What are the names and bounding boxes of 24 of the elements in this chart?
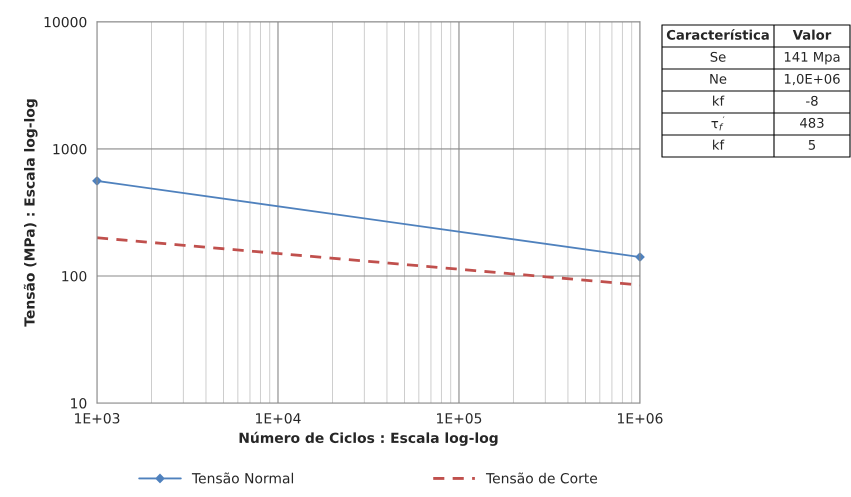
text: 141 Mpa <box>784 52 840 64</box>
text: 5 <box>808 140 816 150</box>
x-axis-title: Número de Ciclos : Escala log-log <box>240 432 498 446</box>
y-tick-label: 10000 <box>44 16 86 28</box>
text: Ne <box>710 74 726 84</box>
text: 483 <box>800 118 824 128</box>
text: Valor <box>792 30 832 40</box>
y-tick-label: 100 <box>62 270 86 282</box>
y-axis-title: Tensão (MPa) : Escala log-log <box>24 99 38 327</box>
text: kf <box>713 140 724 150</box>
legend-label: Tensão de Corte <box>486 472 598 484</box>
x-tick-label: 1E+06 <box>618 413 663 424</box>
text: 1,0E+06 <box>784 74 840 86</box>
x-tick-label: 1E+05 <box>437 413 482 424</box>
text: Se <box>710 52 726 62</box>
text: kf <box>713 96 724 106</box>
legend-label: Tensão Normal <box>192 472 294 484</box>
text: τ$_{f}$$^{′}$ <box>711 116 724 130</box>
y-tick-label: 10 <box>71 398 86 409</box>
text: -8 <box>806 96 818 106</box>
x-tick-label: 1E+04 <box>256 413 301 424</box>
x-tick-label: 1E+03 <box>75 413 120 424</box>
y-tick-label: 1000 <box>53 144 86 154</box>
text: Característica <box>666 29 769 40</box>
